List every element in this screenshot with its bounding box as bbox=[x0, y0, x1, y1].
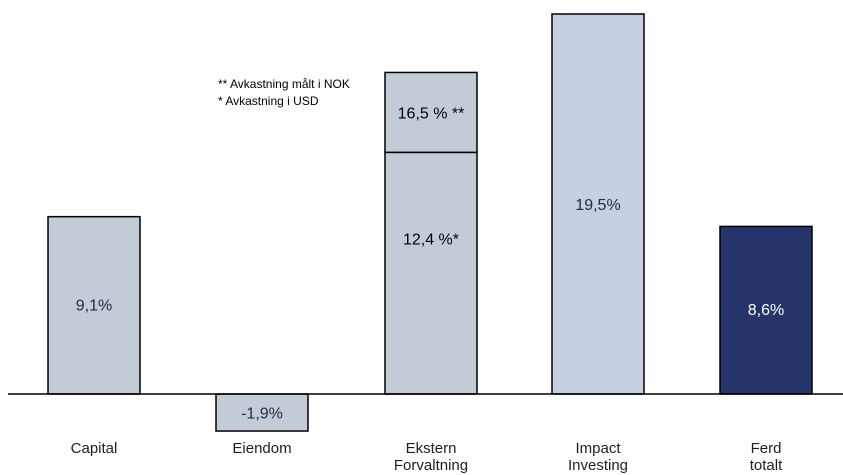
bar-ekstern-forvaltning-segment-1 bbox=[384, 151, 478, 395]
bar-ekstern-forvaltning-segment-2 bbox=[384, 71, 478, 154]
category-label-ferd: Ferd totalt bbox=[750, 440, 783, 474]
value-label-impact-investing: 19,5% bbox=[575, 197, 620, 214]
bar-ferd-totalt bbox=[719, 225, 813, 395]
bar-eiendom bbox=[215, 393, 309, 432]
value-label-ekstern-forvaltning-2: 16,5 % ** bbox=[398, 105, 465, 122]
value-label-capital: 9,1% bbox=[76, 298, 112, 315]
labels-layer: 9,1% Capital -1,9% Eiendom 12,4 %* 16,5 % ** E… bbox=[71, 105, 785, 474]
value-label-ferd-totalt: 8,6% bbox=[748, 302, 784, 319]
value-label-ekstern-forvaltning-1: 12,4 %* bbox=[403, 231, 459, 248]
category-label-ekstern: Ekstern Forvaltning bbox=[394, 440, 468, 474]
annotation-note-usd: * Avkastning i USD bbox=[218, 94, 319, 108]
category-label-capital: Capital bbox=[71, 440, 118, 457]
category-label-eiendom: Eiendom bbox=[232, 440, 291, 457]
bar-impact-investing bbox=[551, 13, 645, 395]
category-label-impact: Impact Investing bbox=[568, 440, 628, 474]
annotation-notes: ** Avkastning målt i NOK * Avkastning i … bbox=[218, 77, 350, 108]
value-label-eiendom: -1,9% bbox=[241, 406, 283, 423]
bar-capital bbox=[47, 215, 141, 395]
bars-layer bbox=[47, 13, 813, 432]
annotation-note-nok: ** Avkastning målt i NOK bbox=[218, 77, 350, 91]
